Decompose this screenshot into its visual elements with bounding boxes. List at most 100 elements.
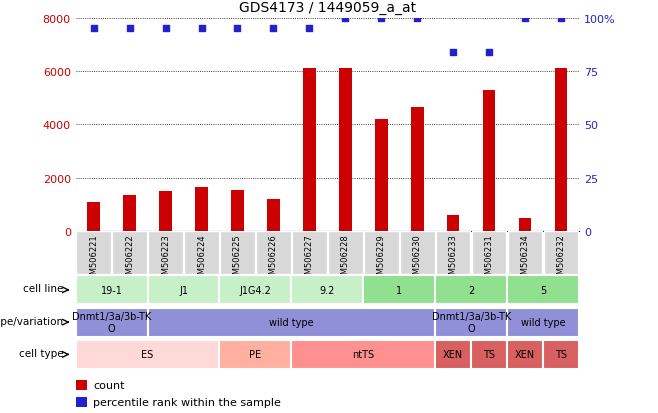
Point	[448, 49, 459, 56]
Bar	[220, 275, 291, 305]
Text: 1: 1	[396, 285, 402, 295]
Bar	[303, 69, 316, 231]
Bar	[507, 308, 579, 337]
Bar	[544, 232, 578, 274]
Bar	[363, 275, 435, 305]
Text: GSM506234: GSM506234	[520, 233, 530, 284]
Point	[556, 15, 567, 22]
Point	[124, 26, 135, 33]
Text: GSM506225: GSM506225	[233, 233, 242, 284]
Bar	[483, 90, 495, 231]
Bar	[76, 380, 87, 390]
Bar	[220, 232, 255, 274]
Point	[484, 49, 494, 56]
Text: J1: J1	[179, 285, 188, 295]
Text: percentile rank within the sample: percentile rank within the sample	[93, 397, 281, 407]
Bar	[148, 232, 183, 274]
Text: GSM506227: GSM506227	[305, 233, 314, 284]
Bar	[123, 195, 136, 231]
Bar	[159, 191, 172, 231]
Bar	[543, 340, 579, 369]
Bar	[256, 232, 291, 274]
Bar	[436, 232, 470, 274]
Bar	[147, 308, 435, 337]
Text: ntTS: ntTS	[352, 349, 374, 360]
Bar	[555, 69, 567, 231]
Text: GSM506223: GSM506223	[161, 233, 170, 284]
Text: XEN: XEN	[515, 349, 535, 360]
Text: Dnmt1/3a/3b-TK
O: Dnmt1/3a/3b-TK O	[72, 311, 151, 333]
Bar	[400, 232, 434, 274]
Bar	[195, 188, 208, 231]
Point	[196, 26, 207, 33]
Text: genotype/variation: genotype/variation	[0, 316, 64, 326]
Point	[376, 15, 386, 22]
Point	[520, 15, 530, 22]
Point	[161, 26, 171, 33]
Text: J1G4.2: J1G4.2	[240, 285, 271, 295]
Bar	[508, 232, 542, 274]
Bar	[267, 199, 280, 231]
Text: GSM506231: GSM506231	[485, 233, 494, 284]
Bar	[507, 275, 579, 305]
Text: ES: ES	[141, 349, 154, 360]
Bar	[113, 232, 147, 274]
Bar	[519, 218, 532, 231]
Bar	[76, 232, 111, 274]
Text: GSM506232: GSM506232	[557, 233, 566, 284]
Text: GSM506229: GSM506229	[377, 233, 386, 284]
Text: Dnmt1/3a/3b-TK
O: Dnmt1/3a/3b-TK O	[432, 311, 511, 333]
Text: cell type: cell type	[19, 348, 64, 358]
Text: 2: 2	[468, 285, 474, 295]
Bar	[435, 340, 471, 369]
Point	[340, 15, 351, 22]
Text: XEN: XEN	[443, 349, 463, 360]
Bar	[472, 232, 507, 274]
Bar	[435, 275, 507, 305]
Text: 5: 5	[540, 285, 546, 295]
Bar	[220, 340, 291, 369]
Bar	[291, 275, 363, 305]
Point	[88, 26, 99, 33]
Bar	[76, 397, 87, 408]
Bar	[471, 340, 507, 369]
Text: GSM506226: GSM506226	[269, 233, 278, 284]
Text: TS: TS	[555, 349, 567, 360]
Bar	[147, 275, 220, 305]
Bar	[411, 108, 424, 231]
Bar	[291, 340, 435, 369]
Point	[412, 15, 422, 22]
Bar	[231, 190, 243, 231]
Text: PE: PE	[249, 349, 261, 360]
Bar	[76, 275, 147, 305]
Text: 19-1: 19-1	[101, 285, 122, 295]
Text: count: count	[93, 380, 125, 390]
Point	[304, 26, 315, 33]
Text: wild type: wild type	[269, 317, 314, 328]
Bar	[328, 232, 363, 274]
Bar	[184, 232, 218, 274]
Text: TS: TS	[483, 349, 495, 360]
Bar	[435, 308, 507, 337]
Bar	[364, 232, 399, 274]
Bar	[507, 340, 543, 369]
Text: wild type: wild type	[520, 317, 565, 328]
Text: GSM506224: GSM506224	[197, 233, 206, 284]
Bar	[339, 69, 351, 231]
Bar	[88, 202, 100, 231]
Text: GSM506230: GSM506230	[413, 233, 422, 284]
Text: GSM506222: GSM506222	[125, 233, 134, 284]
Bar	[375, 120, 388, 231]
Point	[268, 26, 279, 33]
Text: cell line: cell line	[23, 284, 64, 294]
Text: GSM506221: GSM506221	[89, 233, 98, 284]
Bar	[292, 232, 326, 274]
Bar	[76, 340, 220, 369]
Bar	[76, 308, 147, 337]
Title: GDS4173 / 1449059_a_at: GDS4173 / 1449059_a_at	[239, 1, 416, 15]
Text: GSM506228: GSM506228	[341, 233, 350, 284]
Bar	[447, 215, 459, 231]
Point	[232, 26, 243, 33]
Text: 9.2: 9.2	[320, 285, 335, 295]
Text: GSM506233: GSM506233	[449, 233, 458, 284]
